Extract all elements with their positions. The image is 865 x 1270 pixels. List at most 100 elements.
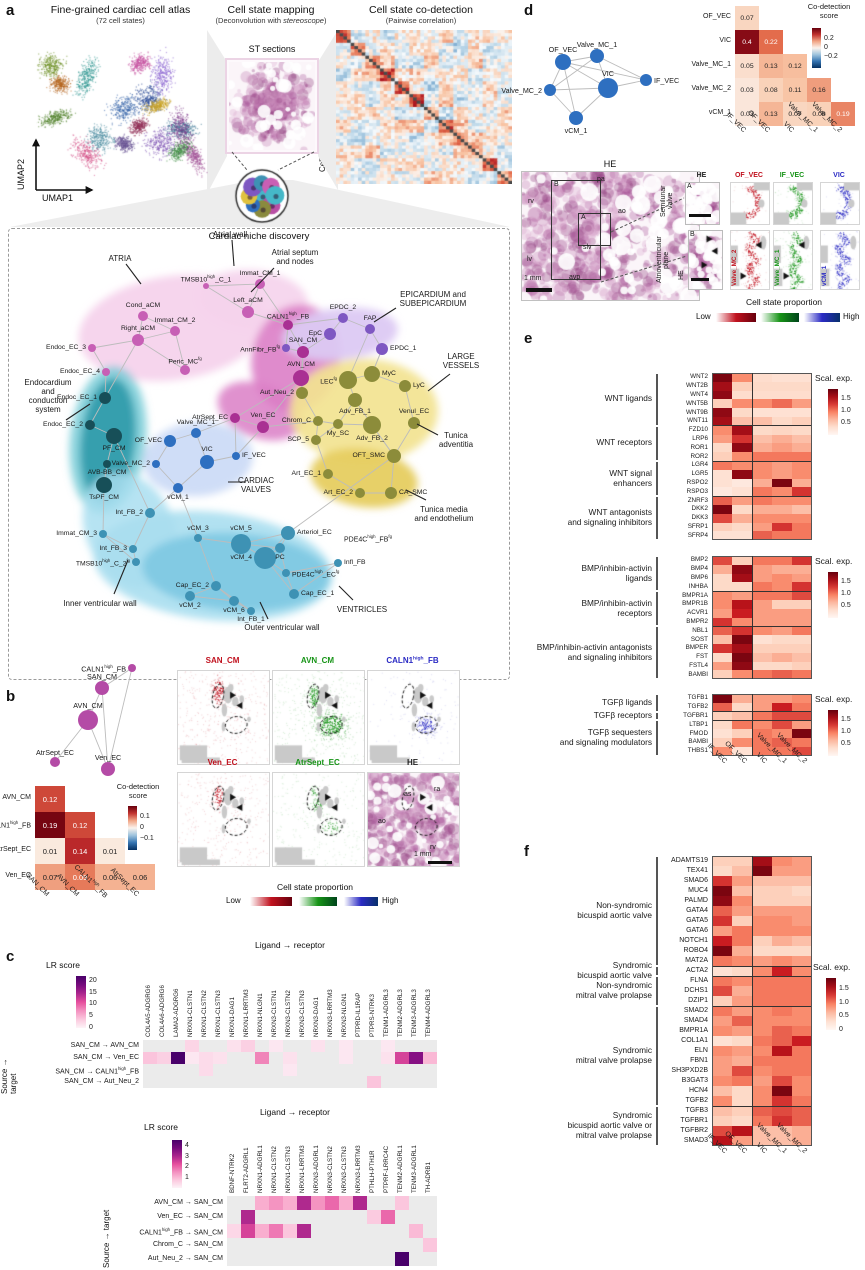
group-separator	[712, 495, 812, 497]
spatial-map-title: AVN_CM	[300, 656, 335, 665]
gene-label: WNT5B	[685, 399, 708, 407]
heatmap-cell	[792, 522, 812, 532]
network-node-label: Endoc_EC_3	[45, 344, 86, 351]
heatmap-cell	[409, 1076, 423, 1088]
gene-label: BMP4	[690, 565, 708, 573]
heatmap-row-label: AVN_CM	[2, 794, 31, 801]
network-node	[132, 558, 140, 566]
heatmap-cell	[752, 1096, 772, 1106]
gene-group-label: Non-syndromic mitral valve prolapse	[575, 980, 652, 1000]
heatmap-cell	[772, 531, 792, 541]
network-node	[99, 392, 111, 404]
he-crop-b-canvas	[688, 230, 723, 290]
heatmap-cell	[381, 1210, 395, 1224]
heatmap-cell	[772, 591, 792, 600]
heatmap-cell	[752, 417, 772, 426]
gene-label: ELN	[694, 1047, 708, 1054]
panel-d-network-svg	[544, 49, 652, 125]
heatmap-cell	[712, 522, 732, 532]
gene-label: SMAD6	[683, 877, 708, 884]
gene-label: BAMBI	[688, 670, 708, 678]
heatmap-cell	[792, 729, 812, 738]
heatmap-cell	[712, 906, 732, 916]
heatmap-cell	[712, 896, 732, 906]
heatmap-cell: 0.05	[735, 54, 759, 78]
heatmap-cell	[752, 694, 772, 703]
he-anatomy-label: A	[581, 214, 586, 221]
gene-label: BMPER	[685, 644, 708, 652]
heatmap-cell	[772, 1126, 792, 1136]
scale-bar	[691, 278, 709, 281]
network-node-label: PC	[275, 554, 285, 561]
heatmap-cell	[297, 1064, 311, 1076]
correlation-y-axis-label: Cell state x, y, z, ...	[318, 105, 327, 172]
network-node	[95, 681, 109, 695]
heatmap-cell	[325, 1064, 339, 1076]
network-node	[194, 534, 202, 542]
heatmap-cell	[712, 399, 732, 409]
heatmap-cell	[732, 1046, 752, 1056]
heatmap-cell	[792, 1016, 812, 1026]
heatmap-cell	[752, 856, 772, 866]
region-annotation: Tunica media and endothelium	[414, 505, 474, 523]
heatmap-cell	[712, 1056, 732, 1066]
heatmap-cell	[772, 626, 792, 636]
heatmap-cell: 0.08	[807, 102, 831, 126]
column-label: NRXN3-ADGRL1	[313, 1145, 320, 1193]
network-node-label: Arteriol_EC	[297, 529, 332, 536]
gene-group-label: Syndromic mitral valve prolapse	[575, 1045, 652, 1065]
legend-tick-label: 20	[89, 976, 97, 984]
heatmap-cell	[792, 1046, 812, 1056]
spatial-map-canvas	[272, 670, 365, 765]
heatmap-cell	[325, 1224, 339, 1238]
group-bracket	[656, 557, 658, 591]
heatmap-cell	[732, 966, 752, 976]
heatmap-cell	[409, 1052, 423, 1064]
heatmap-cell	[792, 1086, 812, 1096]
heatmap-cell	[772, 425, 792, 435]
heatmap-cell	[381, 1076, 395, 1088]
he-anatomy-label: ra	[434, 786, 441, 793]
heatmap-cell	[792, 399, 812, 409]
codetection-score-legend-title: Co-detection score	[116, 782, 160, 800]
heatmap-cell	[297, 1210, 311, 1224]
heatmap-cell	[381, 1064, 395, 1076]
heatmap-cell	[283, 1238, 297, 1252]
heatmap-cell	[381, 1238, 395, 1252]
panel-a-label: a	[6, 2, 15, 19]
heatmap-row-label: AVN_CM → SAN_CM	[154, 1198, 223, 1206]
network-node	[247, 607, 255, 615]
gene-label: SMAD2	[683, 1007, 708, 1014]
heatmap-cell	[367, 1252, 381, 1266]
heatmap-cell	[772, 1036, 792, 1046]
spatial-map-title: OF_VEC	[734, 172, 763, 179]
heatmap-cell	[732, 876, 752, 886]
network-node	[129, 545, 137, 553]
heatmap-cell	[752, 1066, 772, 1076]
network-node-label: Valve_MC_1	[576, 39, 618, 49]
legend-low-label-d: Low	[696, 312, 711, 321]
heatmap-cell	[227, 1252, 241, 1266]
group-bracket	[656, 1007, 658, 1105]
heatmap-cell	[732, 916, 752, 926]
network-node	[376, 343, 388, 355]
network-node-label: Peric_MCfg	[168, 355, 202, 365]
heatmap-cell	[792, 866, 812, 876]
network-node-label: Aut_Neu_2	[259, 389, 294, 396]
heatmap-cell	[712, 417, 732, 426]
network-node-label: Art_EC_1	[291, 470, 321, 477]
heatmap-cell	[792, 896, 812, 906]
column-divider	[752, 694, 753, 756]
he-anatomy-label: ao	[378, 818, 386, 825]
group-bracket	[656, 462, 658, 496]
heatmap-cell	[772, 513, 792, 523]
network-node-label: Valve_MC_1	[176, 418, 216, 426]
heatmap-cell	[241, 1238, 255, 1252]
heatmap-cell	[367, 1238, 381, 1252]
heatmap-cell	[732, 522, 752, 532]
heatmap-cell	[732, 946, 752, 956]
legend-tick-label: 0.5	[841, 601, 851, 609]
heatmap-cell	[732, 1106, 752, 1116]
heatmap-cell	[171, 1040, 185, 1052]
heatmap-cell	[381, 1252, 395, 1266]
